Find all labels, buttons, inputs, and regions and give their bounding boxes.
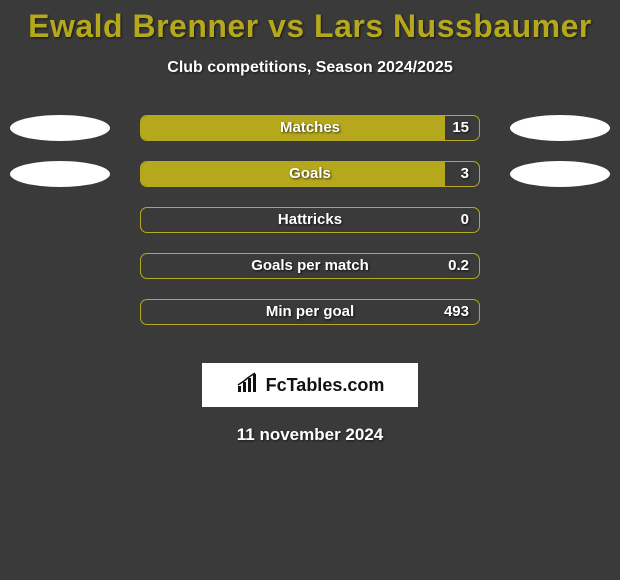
stat-label: Goals per match [141,257,479,274]
stat-label: Hattricks [141,211,479,228]
stat-value: 0 [461,211,469,228]
stat-value: 0.2 [448,257,469,274]
stat-row: Min per goal493 [0,299,620,345]
stat-bar: Goals per match0.2 [140,253,480,279]
player-left-marker [10,115,110,141]
subtitle: Club competitions, Season 2024/2025 [0,59,620,77]
stat-value: 15 [452,119,469,136]
stat-row: Goals per match0.2 [0,253,620,299]
stat-value: 493 [444,303,469,320]
brand-chart-icon [236,372,262,399]
date-text: 11 november 2024 [0,425,620,445]
stat-value: 3 [461,165,469,182]
player-left-marker [10,161,110,187]
stat-bar: Hattricks0 [140,207,480,233]
comparison-infographic: Ewald Brenner vs Lars Nussbaumer Club co… [0,0,620,580]
stat-label: Min per goal [141,303,479,320]
stat-bar: Goals3 [140,161,480,187]
player-right-marker [510,115,610,141]
stat-label: Matches [141,119,479,136]
stat-rows: Matches15 Goals3 Hattricks0 Goals per match… [0,115,620,345]
page-title: Ewald Brenner vs Lars Nussbaumer [0,0,620,45]
stat-label: Goals [141,165,479,182]
brand-text: FcTables.com [266,375,385,396]
stat-row: Matches15 [0,115,620,161]
stat-bar: Matches15 [140,115,480,141]
brand-badge: FcTables.com [202,363,418,407]
stat-bar: Min per goal493 [140,299,480,325]
player-right-marker [510,161,610,187]
stat-row: Hattricks0 [0,207,620,253]
stat-row: Goals3 [0,161,620,207]
